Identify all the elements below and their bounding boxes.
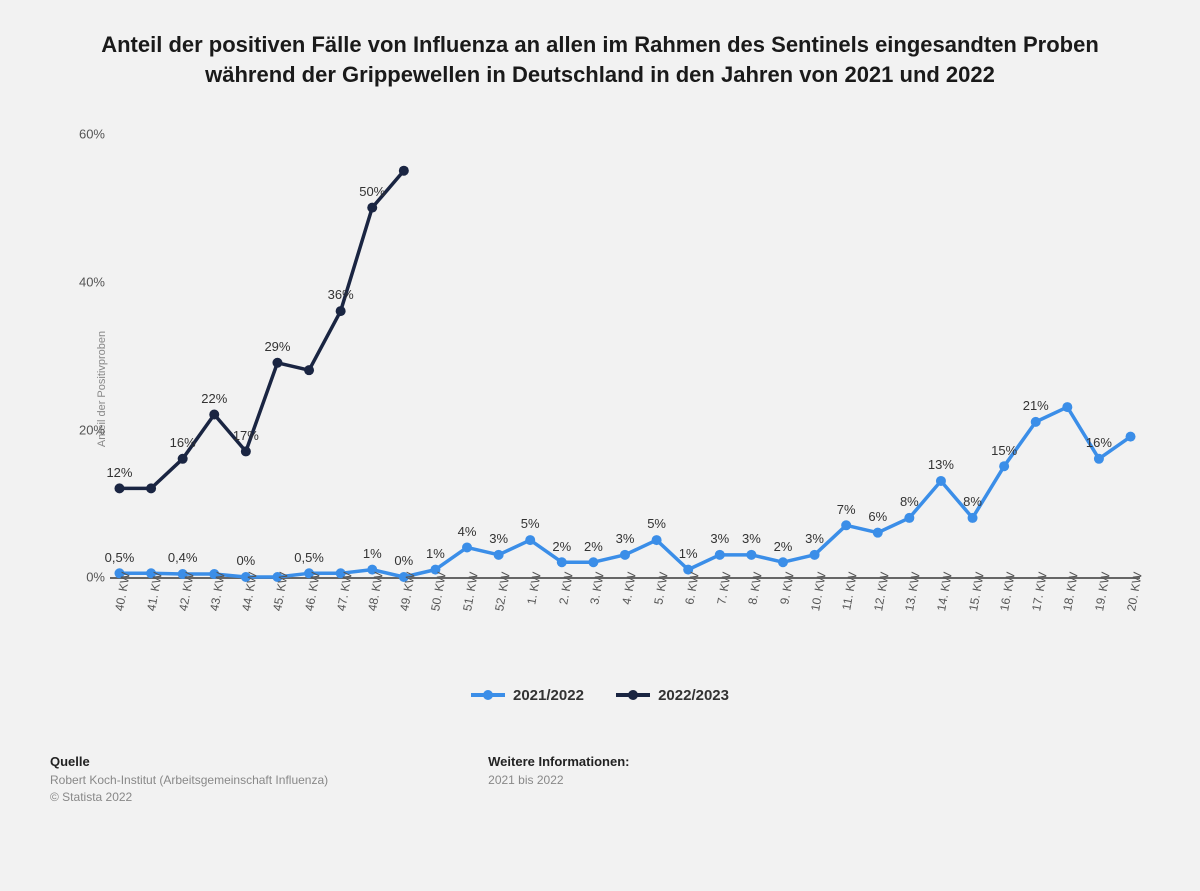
x-tick: 40. KW: [113, 571, 134, 612]
info-text: 2021 bis 2022: [488, 772, 629, 789]
source-block: Quelle Robert Koch-Institut (Arbeitsgeme…: [50, 754, 328, 806]
x-tick: 18. KW: [1060, 571, 1081, 612]
data-label: 16%: [170, 435, 196, 450]
source-heading: Quelle: [50, 754, 328, 769]
legend-label: 2022/2023: [658, 687, 729, 704]
data-label: 0%: [394, 553, 413, 568]
x-tick: 13. KW: [903, 571, 924, 612]
data-label: 15%: [991, 443, 1017, 458]
chart-title: Anteil der positiven Fälle von Influenza…: [70, 30, 1130, 89]
chart-area: Anteil der Positivproben 0%20%40%60%40. …: [50, 109, 1150, 669]
x-tick: 51. KW: [460, 571, 481, 612]
x-tick: 17. KW: [1029, 571, 1050, 612]
data-label: 22%: [201, 391, 227, 406]
x-tick: 15. KW: [966, 571, 987, 612]
x-tick: 20. KW: [1124, 571, 1145, 612]
y-tick: 60%: [60, 127, 105, 142]
legend-swatch: [471, 693, 505, 697]
legend-item-2021-2022: 2021/2022: [471, 687, 584, 704]
legend-swatch: [616, 693, 650, 697]
data-label: 1%: [679, 546, 698, 561]
info-block: Weitere Informationen: 2021 bis 2022: [488, 754, 629, 806]
data-label: 8%: [963, 494, 982, 509]
y-tick: 40%: [60, 274, 105, 289]
data-label: 3%: [742, 531, 761, 546]
x-tick: 48. KW: [365, 571, 386, 612]
data-label: 2%: [552, 539, 571, 554]
data-label: 0%: [236, 553, 255, 568]
x-tick: 50. KW: [429, 571, 450, 612]
x-tick: 14. KW: [934, 571, 955, 612]
plot-area: 0%20%40%60%40. KW41. KW42. KW43. KW44. K…: [110, 119, 1140, 579]
footer: Quelle Robert Koch-Institut (Arbeitsgeme…: [30, 754, 1170, 806]
data-label: 0,5%: [105, 550, 135, 565]
data-label: 6%: [868, 509, 887, 524]
x-tick: 12. KW: [871, 571, 892, 612]
legend-label: 2021/2022: [513, 687, 584, 704]
x-tick: 52. KW: [492, 571, 513, 612]
info-heading: Weitere Informationen:: [488, 754, 629, 769]
data-label: 5%: [647, 516, 666, 531]
data-label: 17%: [233, 428, 259, 443]
data-label: 13%: [928, 457, 954, 472]
source-text: Robert Koch-Institut (Arbeitsgemeinschaf…: [50, 772, 328, 806]
data-label: 1%: [363, 546, 382, 561]
data-label: 8%: [900, 494, 919, 509]
data-label: 12%: [106, 465, 132, 480]
data-label: 0,4%: [168, 550, 198, 565]
data-label: 3%: [710, 531, 729, 546]
x-tick: 16. KW: [997, 571, 1018, 612]
data-label: 0,5%: [294, 550, 324, 565]
data-label: 2%: [584, 539, 603, 554]
data-label: 3%: [805, 531, 824, 546]
y-tick: 20%: [60, 422, 105, 437]
x-tick: 10. KW: [808, 571, 829, 612]
y-tick: 0%: [60, 570, 105, 585]
data-label: 16%: [1086, 435, 1112, 450]
data-label: 50%: [359, 184, 385, 199]
x-tick: 46. KW: [302, 571, 323, 612]
legend-item-2022-2023: 2022/2023: [616, 687, 729, 704]
data-label: 5%: [521, 516, 540, 531]
x-tick: 41. KW: [144, 571, 165, 612]
data-label: 4%: [458, 524, 477, 539]
x-tick: 19. KW: [1092, 571, 1113, 612]
data-label: 21%: [1023, 398, 1049, 413]
data-label: 3%: [489, 531, 508, 546]
data-label: 36%: [328, 287, 354, 302]
x-tick: 11. KW: [839, 571, 859, 611]
x-tick: 47. KW: [334, 571, 355, 612]
data-label: 3%: [616, 531, 635, 546]
data-label: 29%: [264, 339, 290, 354]
data-label: 7%: [837, 502, 856, 517]
legend: 2021/2022 2022/2023: [30, 684, 1170, 704]
data-label: 2%: [774, 539, 793, 554]
data-label: 1%: [426, 546, 445, 561]
